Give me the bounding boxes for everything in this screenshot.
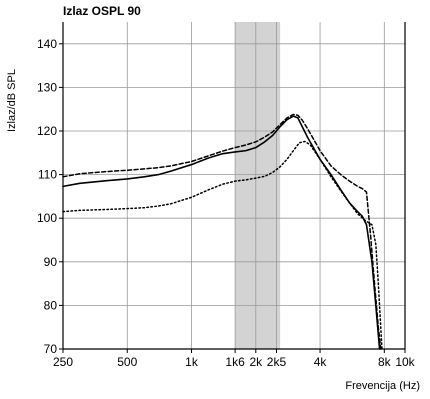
series-line-solid xyxy=(62,115,381,350)
shaded-frequency-band xyxy=(235,22,281,349)
x-tick-labels: 250 500 1k 1k6 2k 2k5 4k 8k 10k xyxy=(53,349,416,369)
x-tick-label-1k: 1k xyxy=(185,355,199,369)
series-line-dashed xyxy=(62,113,382,350)
y-tick-labels: 70 80 90 100 110 120 130 140 xyxy=(37,37,63,356)
x-axis-title: Frevencija (Hz) xyxy=(345,380,420,392)
shaded-band-layer xyxy=(235,22,281,349)
y-tick-label-130: 130 xyxy=(37,80,57,94)
x-tick-label-250: 250 xyxy=(53,355,73,369)
x-tick-label-8k: 8k xyxy=(378,355,392,369)
x-tick-label-2k: 2k xyxy=(249,355,263,369)
x-tick-label-4k: 4k xyxy=(314,355,328,369)
series-layer xyxy=(62,113,383,350)
y-tick-label-120: 120 xyxy=(37,124,57,138)
grid-layer xyxy=(63,22,405,350)
series-line-dotted xyxy=(62,140,383,350)
y-tick-label-80: 80 xyxy=(44,298,58,312)
y-tick-label-140: 140 xyxy=(37,37,57,51)
y-tick-label-100: 100 xyxy=(37,211,57,225)
x-tick-label-1k6: 1k6 xyxy=(225,355,245,369)
x-tick-label-500: 500 xyxy=(117,355,137,369)
x-tick-label-10k: 10k xyxy=(395,355,415,369)
plot-frame xyxy=(62,22,406,350)
y-tick-label-70: 70 xyxy=(44,342,58,356)
y-tick-label-90: 90 xyxy=(44,255,58,269)
y-tick-label-110: 110 xyxy=(38,168,57,182)
chart-title: Izlaz OSPL 90 xyxy=(63,4,141,18)
x-tick-label-2k5: 2k5 xyxy=(267,355,287,369)
